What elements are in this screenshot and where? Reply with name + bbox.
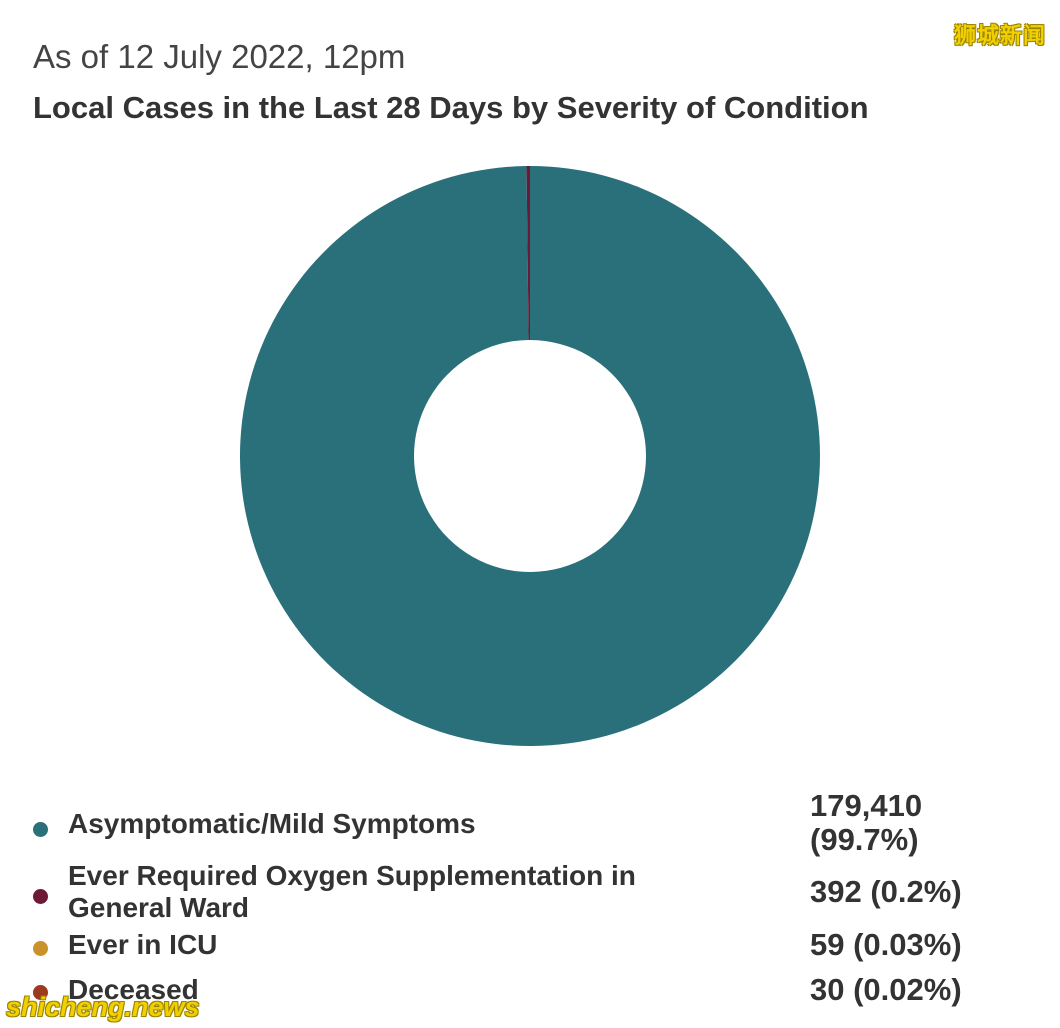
- donut-slice-1: [239, 166, 820, 746]
- donut-slice-2: [526, 166, 530, 341]
- watermark-logo-bottom: shicheng.news: [6, 992, 200, 1022]
- chart-subtitle: As of 12 July 2022, 12pm: [33, 38, 406, 75]
- chart-title: Local Cases in the Last 28 Days by Sever…: [33, 90, 869, 125]
- watermark-logo-top: 狮城新闻: [953, 24, 1046, 49]
